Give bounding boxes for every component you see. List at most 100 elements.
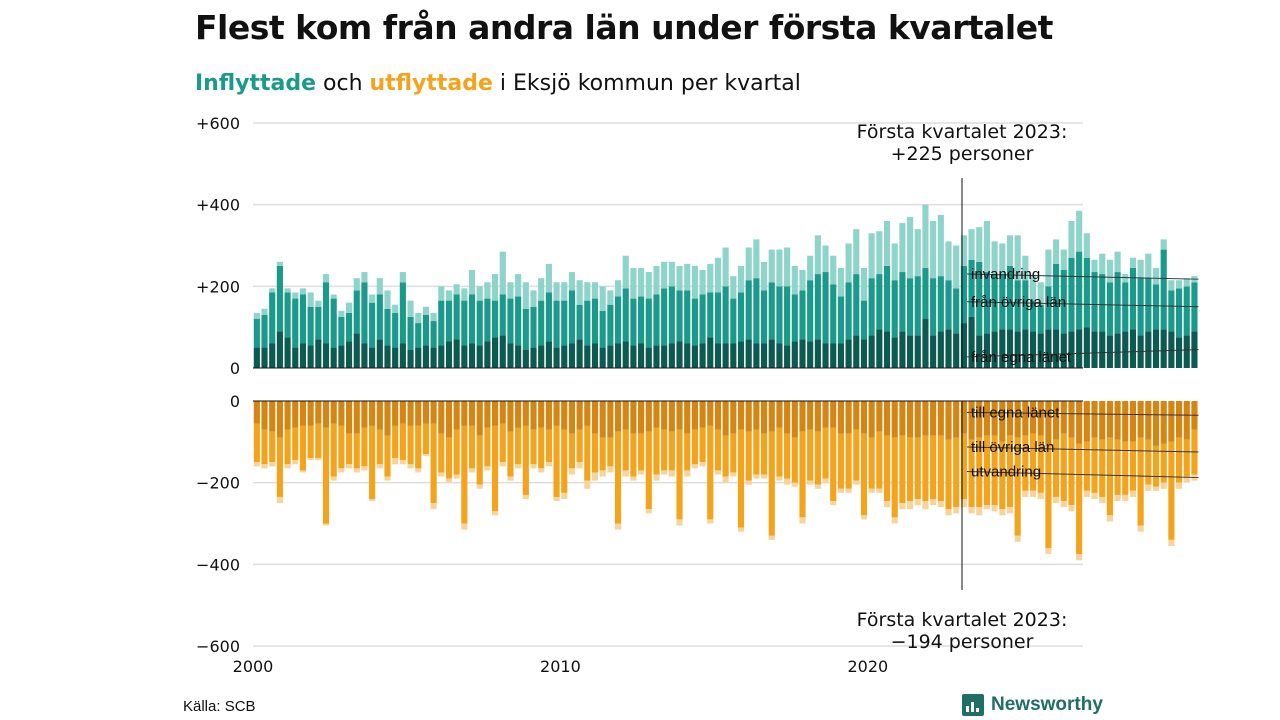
bar-out-emigration	[930, 499, 937, 506]
bar-in-other	[568, 290, 576, 344]
bar-in-immigration	[653, 265, 660, 295]
bar-in-own	[522, 349, 529, 369]
bar-out-other	[468, 425, 476, 469]
series-label: från egna länet	[971, 349, 1072, 366]
bar-out-own	[891, 401, 898, 438]
bar-in-own	[276, 331, 283, 368]
bar-out-emigration	[707, 519, 714, 524]
source-note: Källa: SCB	[183, 698, 256, 715]
bar-out-own	[960, 401, 967, 434]
bar-out-own	[883, 401, 891, 436]
series-label: från övriga län	[971, 294, 1066, 311]
bar-in-other	[799, 290, 806, 340]
bar-in-other	[530, 306, 537, 348]
bar-in-own	[776, 343, 783, 368]
bar-in-other	[668, 286, 675, 344]
bar-in-immigration	[284, 288, 291, 293]
bar-out-other	[415, 425, 422, 469]
bar-in-immigration	[492, 274, 499, 301]
bar-in-own	[614, 343, 622, 368]
bar-in-immigration	[330, 294, 337, 299]
bar-in-other	[392, 312, 399, 348]
bar-out-own	[853, 401, 860, 430]
bar-in-immigration	[338, 310, 345, 317]
bar-in-immigration	[384, 290, 391, 309]
bar-in-own	[345, 341, 353, 368]
bar-out-other	[492, 425, 499, 512]
bar-out-emigration	[791, 482, 798, 487]
bar-out-own	[607, 401, 614, 438]
bar-in-immigration	[315, 300, 322, 307]
bar-out-own	[369, 401, 376, 426]
bar-in-other	[930, 278, 937, 336]
bar-out-other	[1099, 439, 1106, 497]
bar-out-emigration	[799, 517, 806, 524]
bar-in-immigration	[645, 272, 652, 299]
bar-in-immigration	[507, 282, 514, 299]
bar-in-other	[1014, 280, 1021, 332]
bar-in-own	[691, 345, 698, 368]
bar-out-emigration	[845, 488, 852, 493]
bar-out-emigration	[1022, 490, 1029, 497]
bar-in-other	[860, 300, 868, 340]
bar-in-immigration	[484, 282, 491, 299]
bar-out-emigration	[438, 472, 445, 477]
bar-out-emigration	[745, 480, 752, 485]
bar-in-other	[1137, 278, 1144, 336]
bar-in-other	[807, 280, 814, 342]
bar-out-emigration	[484, 466, 491, 471]
bar-in-immigration	[1053, 239, 1060, 264]
bar-out-other	[1160, 443, 1167, 483]
bar-out-emigration	[661, 470, 668, 475]
bar-in-immigration	[661, 261, 668, 289]
bar-out-emigration	[415, 468, 422, 473]
bar-out-emigration	[507, 476, 514, 481]
bar-out-own	[299, 401, 307, 426]
bar-out-other	[284, 429, 291, 465]
bar-out-own	[1068, 401, 1075, 438]
bar-in-other	[1068, 257, 1075, 332]
bar-in-other	[868, 278, 875, 336]
bar-out-emigration	[553, 496, 560, 502]
bar-out-own	[968, 401, 975, 440]
bar-out-emigration	[983, 505, 991, 510]
bar-in-other	[599, 310, 606, 348]
bar-out-emigration	[868, 488, 875, 493]
bar-in-other	[976, 261, 983, 336]
bar-in-own	[976, 335, 983, 368]
bar-out-own	[999, 401, 1006, 442]
bar-in-other	[545, 292, 552, 342]
bar-out-emigration	[330, 476, 337, 481]
bar-in-immigration	[937, 214, 944, 277]
label-leader	[966, 349, 1199, 358]
bar-out-own	[507, 401, 514, 432]
bar-in-immigration	[568, 272, 576, 291]
bar-in-immigration	[1122, 274, 1129, 283]
bar-out-emigration	[545, 462, 552, 467]
bar-out-emigration	[261, 464, 268, 469]
bar-out-own	[730, 401, 737, 434]
bar-in-own	[983, 333, 991, 368]
bar-out-own	[837, 401, 844, 434]
bar-in-immigration	[868, 233, 875, 279]
bar-in-own	[814, 339, 821, 368]
bar-out-other	[607, 437, 614, 467]
bar-out-own	[1106, 401, 1113, 438]
bar-out-other	[330, 423, 337, 477]
bar-in-own	[653, 345, 660, 368]
bar-in-other	[714, 292, 722, 344]
bar-out-own	[791, 401, 798, 438]
bar-in-own	[584, 345, 591, 368]
bar-in-other	[422, 314, 429, 346]
brand-logo[interactable]: Newsworthy	[962, 694, 1103, 716]
bar-in-own	[1091, 331, 1098, 368]
bar-out-own	[945, 401, 952, 440]
bar-in-other	[1175, 288, 1183, 338]
bar-in-immigration	[468, 270, 476, 295]
bar-in-own	[1106, 335, 1113, 368]
bar-in-immigration	[276, 261, 283, 266]
bar-in-other	[484, 298, 491, 342]
bar-in-immigration	[753, 239, 760, 279]
bar-in-other	[1145, 278, 1152, 332]
bar-in-immigration	[599, 286, 606, 311]
